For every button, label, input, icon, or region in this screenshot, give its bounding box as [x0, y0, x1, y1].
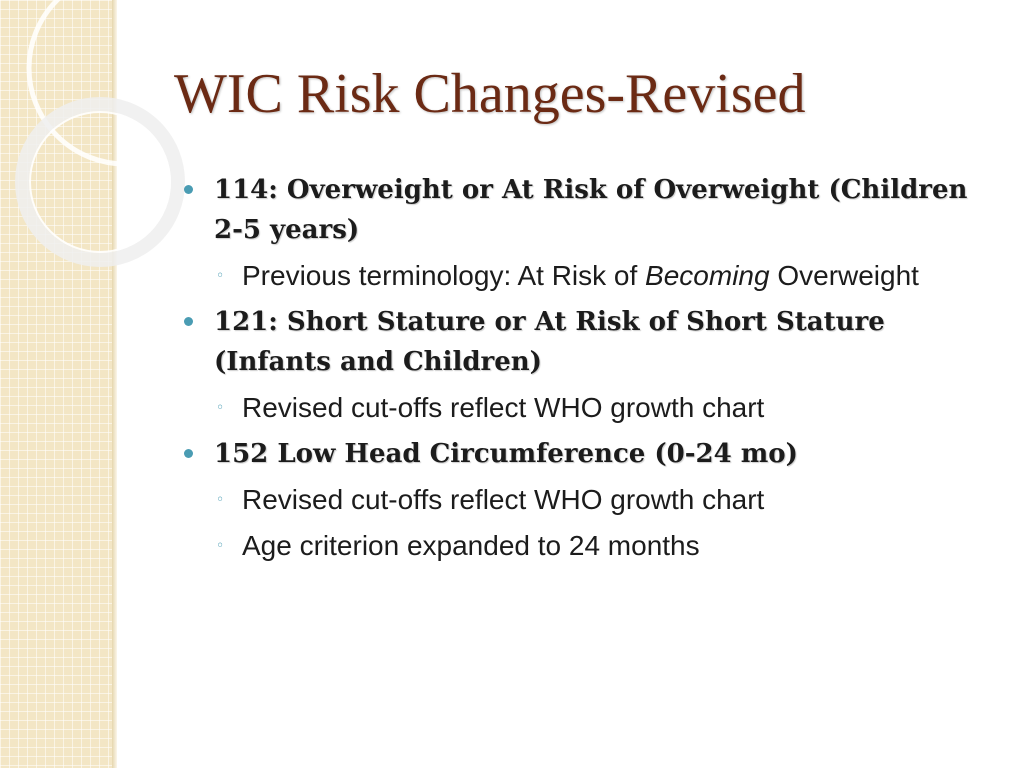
sub-bullet-ring-icon: ◦: [216, 400, 225, 416]
sub-bullet-text: Age criterion expanded to 24 months: [242, 530, 700, 561]
sub-bullet-text: Revised cut-offs reflect WHO growth char…: [242, 392, 765, 423]
slide-title: WIC Risk Changes-Revised: [174, 63, 806, 125]
sub-bullet-ring-icon: ◦: [216, 268, 225, 284]
slide-content: 114: Overweight or At Risk of Overweight…: [178, 170, 968, 572]
bullet-text: 114: Overweight or At Risk of Overweight…: [214, 175, 968, 245]
bullet-item-114: 114: Overweight or At Risk of Overweight…: [178, 170, 968, 250]
bullet-dot-icon: [184, 449, 193, 458]
bullet-dot-icon: [184, 317, 193, 326]
bullet-item-152: 152 Low Head Circumference (0-24 mo): [178, 434, 968, 474]
sub-bullet-text-part: Previous terminology: At Risk of: [242, 260, 646, 291]
decorative-ring-small-inner: [29, 111, 171, 253]
decorative-ring-small: [15, 97, 185, 267]
bullet-dot-icon: [184, 185, 193, 194]
sub-bullet-item: ◦ Revised cut-offs reflect WHO growth ch…: [178, 480, 968, 520]
sub-bullet-text: Revised cut-offs reflect WHO growth char…: [242, 484, 765, 515]
decorative-rings: [15, 0, 224, 267]
bullet-text: 152 Low Head Circumference (0-24 mo): [214, 439, 798, 469]
sub-bullet-item: ◦ Revised cut-offs reflect WHO growth ch…: [178, 388, 968, 428]
bullet-text: 121: Short Stature or At Risk of Short S…: [214, 307, 885, 377]
sub-bullet-text-part: Overweight: [769, 260, 919, 291]
sub-bullet-text-italic: Becoming: [645, 260, 770, 291]
sub-bullet-ring-icon: ◦: [216, 492, 225, 508]
sub-bullet-text: Previous terminology: At Risk of Becomin…: [242, 260, 919, 291]
sub-bullet-item: ◦ Previous terminology: At Risk of Becom…: [178, 256, 968, 296]
sub-bullet-ring-icon: ◦: [216, 538, 225, 554]
side-panel-edge: [112, 0, 117, 768]
sub-bullet-item: ◦ Age criterion expanded to 24 months: [178, 526, 968, 566]
bullet-item-121: 121: Short Stature or At Risk of Short S…: [178, 302, 968, 382]
decorative-ring-large: [26, 0, 224, 167]
